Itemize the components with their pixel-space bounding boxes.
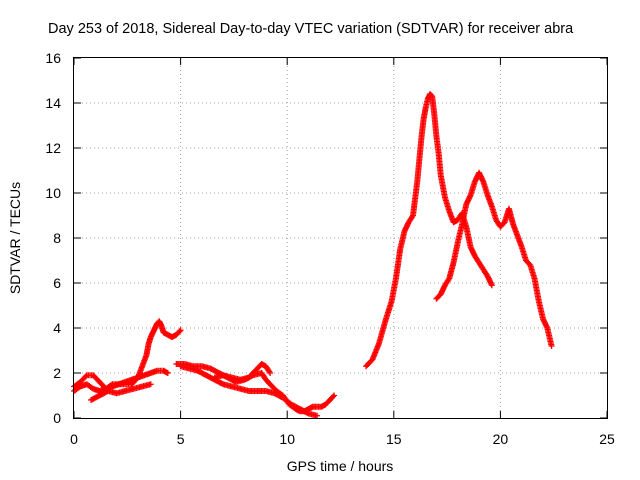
x-tick-label: 5 <box>177 431 185 447</box>
y-tick-label: 12 <box>45 140 61 156</box>
data-point <box>331 392 338 399</box>
y-tick-label: 14 <box>45 95 61 111</box>
y-tick-label: 2 <box>53 365 61 381</box>
data-points <box>71 91 555 419</box>
tick-labels: 0 5 10 15 20 25 0 2 4 6 8 10 12 14 16 <box>45 50 615 447</box>
data-point <box>147 381 154 388</box>
data-point <box>314 412 321 419</box>
y-tick-label: 8 <box>53 230 61 246</box>
data-point <box>267 370 274 376</box>
x-tick-label: 0 <box>70 431 78 447</box>
data-point <box>488 282 495 289</box>
series-segment-e <box>177 363 321 419</box>
axis-ticks <box>73 57 608 419</box>
series-segment-f <box>211 361 274 383</box>
x-tick-label: 10 <box>279 431 295 447</box>
x-tick-label: 25 <box>599 431 615 447</box>
data-point <box>177 327 184 334</box>
plot-frame <box>73 57 608 419</box>
data-point <box>164 370 171 376</box>
y-tick-label: 4 <box>53 320 61 336</box>
y-tick-label: 0 <box>53 410 61 426</box>
y-axis-label: SDTVAR / TECUs <box>7 182 23 294</box>
series-segment-g <box>363 91 495 370</box>
series-segment-h <box>433 169 555 349</box>
grid-lines <box>74 58 607 418</box>
y-tick-label: 6 <box>53 275 61 291</box>
y-tick-label: 10 <box>45 185 61 201</box>
x-tick-label: 15 <box>386 431 402 447</box>
chart-title: Day 253 of 2018, Sidereal Day-to-day VTE… <box>48 21 574 37</box>
y-tick-label: 16 <box>45 50 61 66</box>
x-tick-label: 20 <box>493 431 509 447</box>
series-segment-c <box>88 381 154 403</box>
series-segment-b <box>71 367 171 394</box>
data-point <box>330 393 337 400</box>
data-point <box>82 373 89 380</box>
data-point <box>176 328 183 335</box>
x-axis-label: GPS time / hours <box>287 458 394 474</box>
data-point <box>548 343 555 349</box>
